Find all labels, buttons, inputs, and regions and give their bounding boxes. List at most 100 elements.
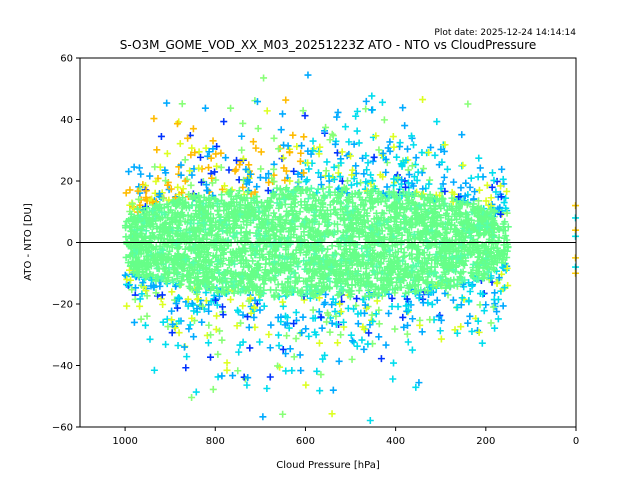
data-point (257, 165, 265, 173)
data-point (302, 325, 310, 333)
data-point (125, 216, 133, 224)
data-point (243, 381, 251, 389)
data-point (244, 188, 252, 196)
data-point (266, 373, 274, 381)
data-point (168, 316, 176, 324)
data-point (480, 307, 488, 315)
data-point (281, 255, 289, 263)
data-point (374, 258, 382, 266)
data-point (477, 216, 485, 224)
data-point (176, 262, 184, 270)
data-point (170, 269, 178, 277)
data-point (215, 211, 223, 219)
data-point (442, 284, 450, 292)
data-point (382, 275, 390, 283)
data-point (218, 336, 226, 344)
data-point (422, 278, 430, 286)
data-point (162, 265, 170, 273)
data-point (174, 183, 182, 191)
data-point (345, 235, 353, 243)
data-point (339, 229, 347, 237)
data-point (418, 328, 426, 336)
data-point (408, 266, 416, 274)
data-point (367, 252, 375, 260)
data-point (298, 173, 306, 181)
data-point (395, 211, 403, 219)
data-point (309, 191, 317, 199)
data-point (409, 182, 417, 190)
data-point (201, 282, 209, 290)
data-point (390, 181, 398, 189)
data-point (450, 281, 458, 289)
data-point (322, 123, 330, 131)
data-point (353, 295, 361, 303)
data-point (267, 321, 275, 329)
data-point (215, 269, 223, 277)
data-point (388, 267, 396, 275)
data-point (186, 167, 194, 175)
data-point (270, 134, 278, 142)
data-point (281, 176, 289, 184)
data-point (474, 232, 482, 240)
data-point (216, 237, 224, 245)
data-point (321, 233, 329, 241)
data-point (313, 367, 321, 375)
data-point (213, 312, 221, 320)
data-point (179, 229, 187, 237)
data-point (376, 171, 384, 179)
data-point (206, 353, 214, 361)
data-point (445, 203, 453, 211)
data-point (476, 222, 484, 230)
data-point (465, 279, 473, 287)
data-point (285, 324, 293, 332)
y-axis-ticks: 60 40 20 0 −20 −40 −60 (52, 54, 80, 434)
data-point (487, 205, 495, 213)
data-point (253, 199, 261, 207)
data-point (282, 350, 290, 358)
data-point (259, 219, 267, 227)
data-point (354, 272, 362, 280)
data-point (347, 152, 355, 160)
data-point (483, 181, 491, 189)
data-point (338, 148, 346, 156)
data-point (284, 192, 292, 200)
data-point (325, 188, 333, 196)
data-point (143, 292, 151, 300)
data-point (436, 231, 444, 239)
data-point (267, 266, 275, 274)
data-point (257, 148, 265, 156)
data-point (364, 340, 372, 348)
data-point (239, 311, 247, 319)
data-point (162, 340, 170, 348)
data-point (434, 280, 442, 288)
data-point (408, 346, 416, 354)
data-point (344, 177, 352, 185)
data-point (333, 149, 341, 157)
data-point (497, 193, 505, 201)
data-point (140, 270, 148, 278)
data-point (329, 386, 337, 394)
data-point (250, 212, 258, 220)
data-point (140, 207, 148, 215)
data-point (468, 282, 476, 290)
data-point (337, 234, 345, 242)
data-point (131, 284, 139, 292)
data-point (388, 303, 396, 311)
data-point (368, 229, 376, 237)
data-point (194, 193, 202, 201)
data-point (194, 276, 202, 284)
data-point (462, 257, 470, 265)
data-point (321, 193, 329, 201)
data-point (365, 271, 373, 279)
data-point (225, 261, 233, 269)
data-point (228, 198, 236, 206)
data-point (188, 394, 196, 402)
data-point (305, 332, 313, 340)
data-point (175, 317, 183, 325)
data-point (368, 92, 376, 100)
data-point (363, 251, 371, 259)
data-point (300, 228, 308, 236)
data-point (319, 355, 327, 363)
data-point (351, 190, 359, 198)
data-point (286, 177, 294, 185)
